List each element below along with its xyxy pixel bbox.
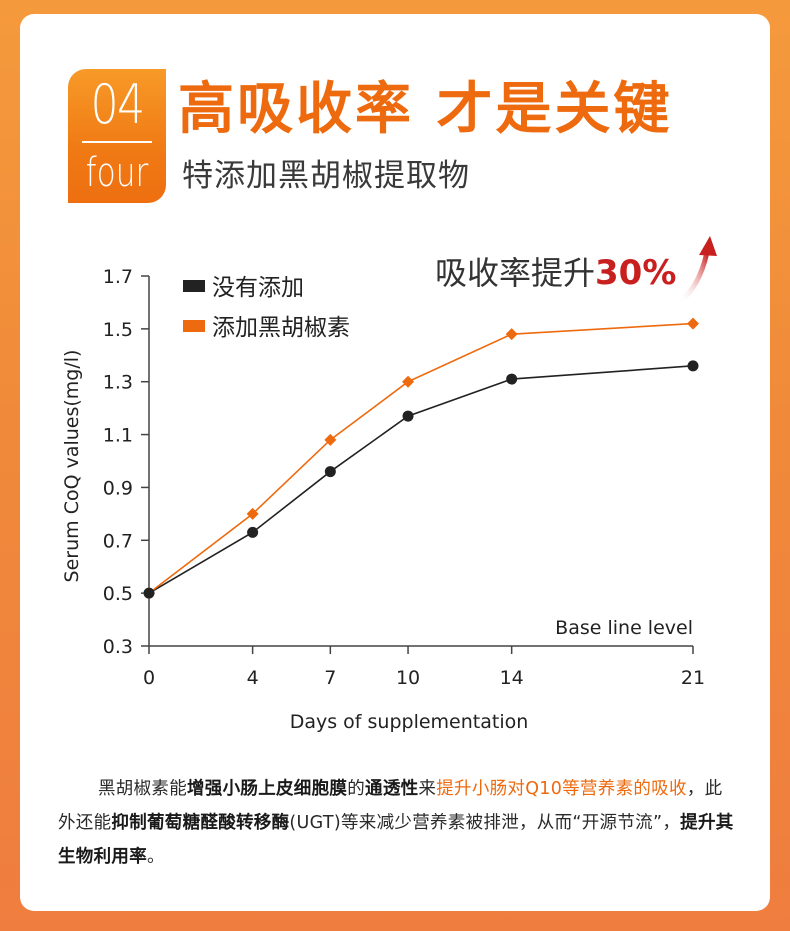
callout-text: 吸收率提升	[435, 254, 595, 292]
data-point	[505, 328, 518, 341]
data-point	[506, 373, 518, 385]
line-chart: 0.3 0.5 0.7 0.9 1.1 1.3 1.5 1.7 0 4 7 10 14 21 没有添加添加…	[61, 236, 717, 733]
y-tick-label: 0.5	[103, 583, 133, 605]
x-tick-label: 0	[143, 667, 155, 689]
section-badge: 04 four	[68, 69, 166, 203]
desc-text-2: 的	[347, 779, 366, 799]
y-tick-label: 1.5	[103, 319, 133, 341]
desc-bold-3: 抑制葡萄糖醛酸转移酶	[111, 813, 290, 833]
svg-text:吸收率提升30%: 吸收率提升30%	[435, 253, 676, 293]
data-point	[402, 410, 414, 422]
x-tick-label: 7	[324, 667, 336, 689]
series-line	[148, 365, 694, 594]
series-line	[148, 322, 694, 594]
desc-text-3: 来	[418, 779, 437, 799]
desc-text-4: ，此外还能	[58, 779, 723, 833]
data-point	[324, 433, 337, 446]
description-paragraph: 黑胡椒素能增强小肠上皮细胞膜的通透性来提升小肠对Q10等营养素的吸收，此外还能抑…	[58, 772, 738, 874]
y-axis-label: Serum CoQ values(mg/l)	[61, 350, 83, 583]
x-tick-label: 21	[681, 667, 705, 689]
legend-swatch	[183, 320, 205, 332]
x-tick-label: 4	[247, 667, 259, 689]
badge-word: four	[85, 150, 149, 196]
legend-label: 没有添加	[212, 275, 304, 301]
x-tick-label: 14	[500, 667, 524, 689]
x-axis-label: Days of supplementation	[290, 711, 529, 733]
desc-bold-4: 提升其生物利用率	[58, 813, 734, 867]
y-tick-label: 1.3	[103, 372, 133, 394]
desc-text-1: 黑胡椒素能	[98, 779, 187, 799]
desc-bold-1: 增强小肠上皮细胞膜	[187, 779, 348, 799]
badge-number: 04	[90, 73, 145, 136]
desc-bold-2: 通透性	[365, 779, 419, 799]
legend-label: 添加黑胡椒素	[212, 315, 350, 341]
data-point	[143, 587, 155, 599]
chart-ticks: 0.3 0.5 0.7 0.9 1.1 1.3 1.5 1.7 0 4 7 10 14 21	[103, 266, 705, 689]
page-subtitle: 特添加黑胡椒提取物	[182, 158, 470, 194]
badge-divider	[82, 141, 152, 143]
y-tick-label: 0.9	[103, 477, 133, 499]
data-point	[324, 466, 336, 478]
desc-highlight: 提升小肠对Q10等营养素的吸收	[436, 779, 687, 799]
data-point	[246, 507, 259, 520]
data-point	[247, 526, 259, 538]
legend-swatch	[183, 280, 205, 292]
up-arrow-icon	[678, 236, 717, 304]
chart-series	[143, 317, 699, 600]
data-point	[687, 360, 699, 372]
page-title: 高吸收率 才是关键	[178, 77, 673, 142]
x-tick-label: 10	[396, 667, 420, 689]
gain-callout: 吸收率提升30%	[435, 236, 717, 304]
y-tick-label: 0.7	[103, 530, 133, 552]
baseline-annotation: Base line level	[555, 617, 693, 639]
callout-value: 30%	[595, 253, 676, 293]
data-point	[687, 317, 699, 330]
desc-text-5: (UGT)等来减少营养素被排泄，从而“开源节流”，	[289, 813, 681, 833]
desc-text-6: 。	[147, 847, 165, 867]
y-tick-label: 0.3	[103, 636, 133, 658]
data-point	[402, 375, 415, 388]
y-tick-label: 1.1	[103, 425, 133, 447]
y-tick-label: 1.7	[103, 266, 133, 288]
chart-axes	[148, 276, 693, 647]
